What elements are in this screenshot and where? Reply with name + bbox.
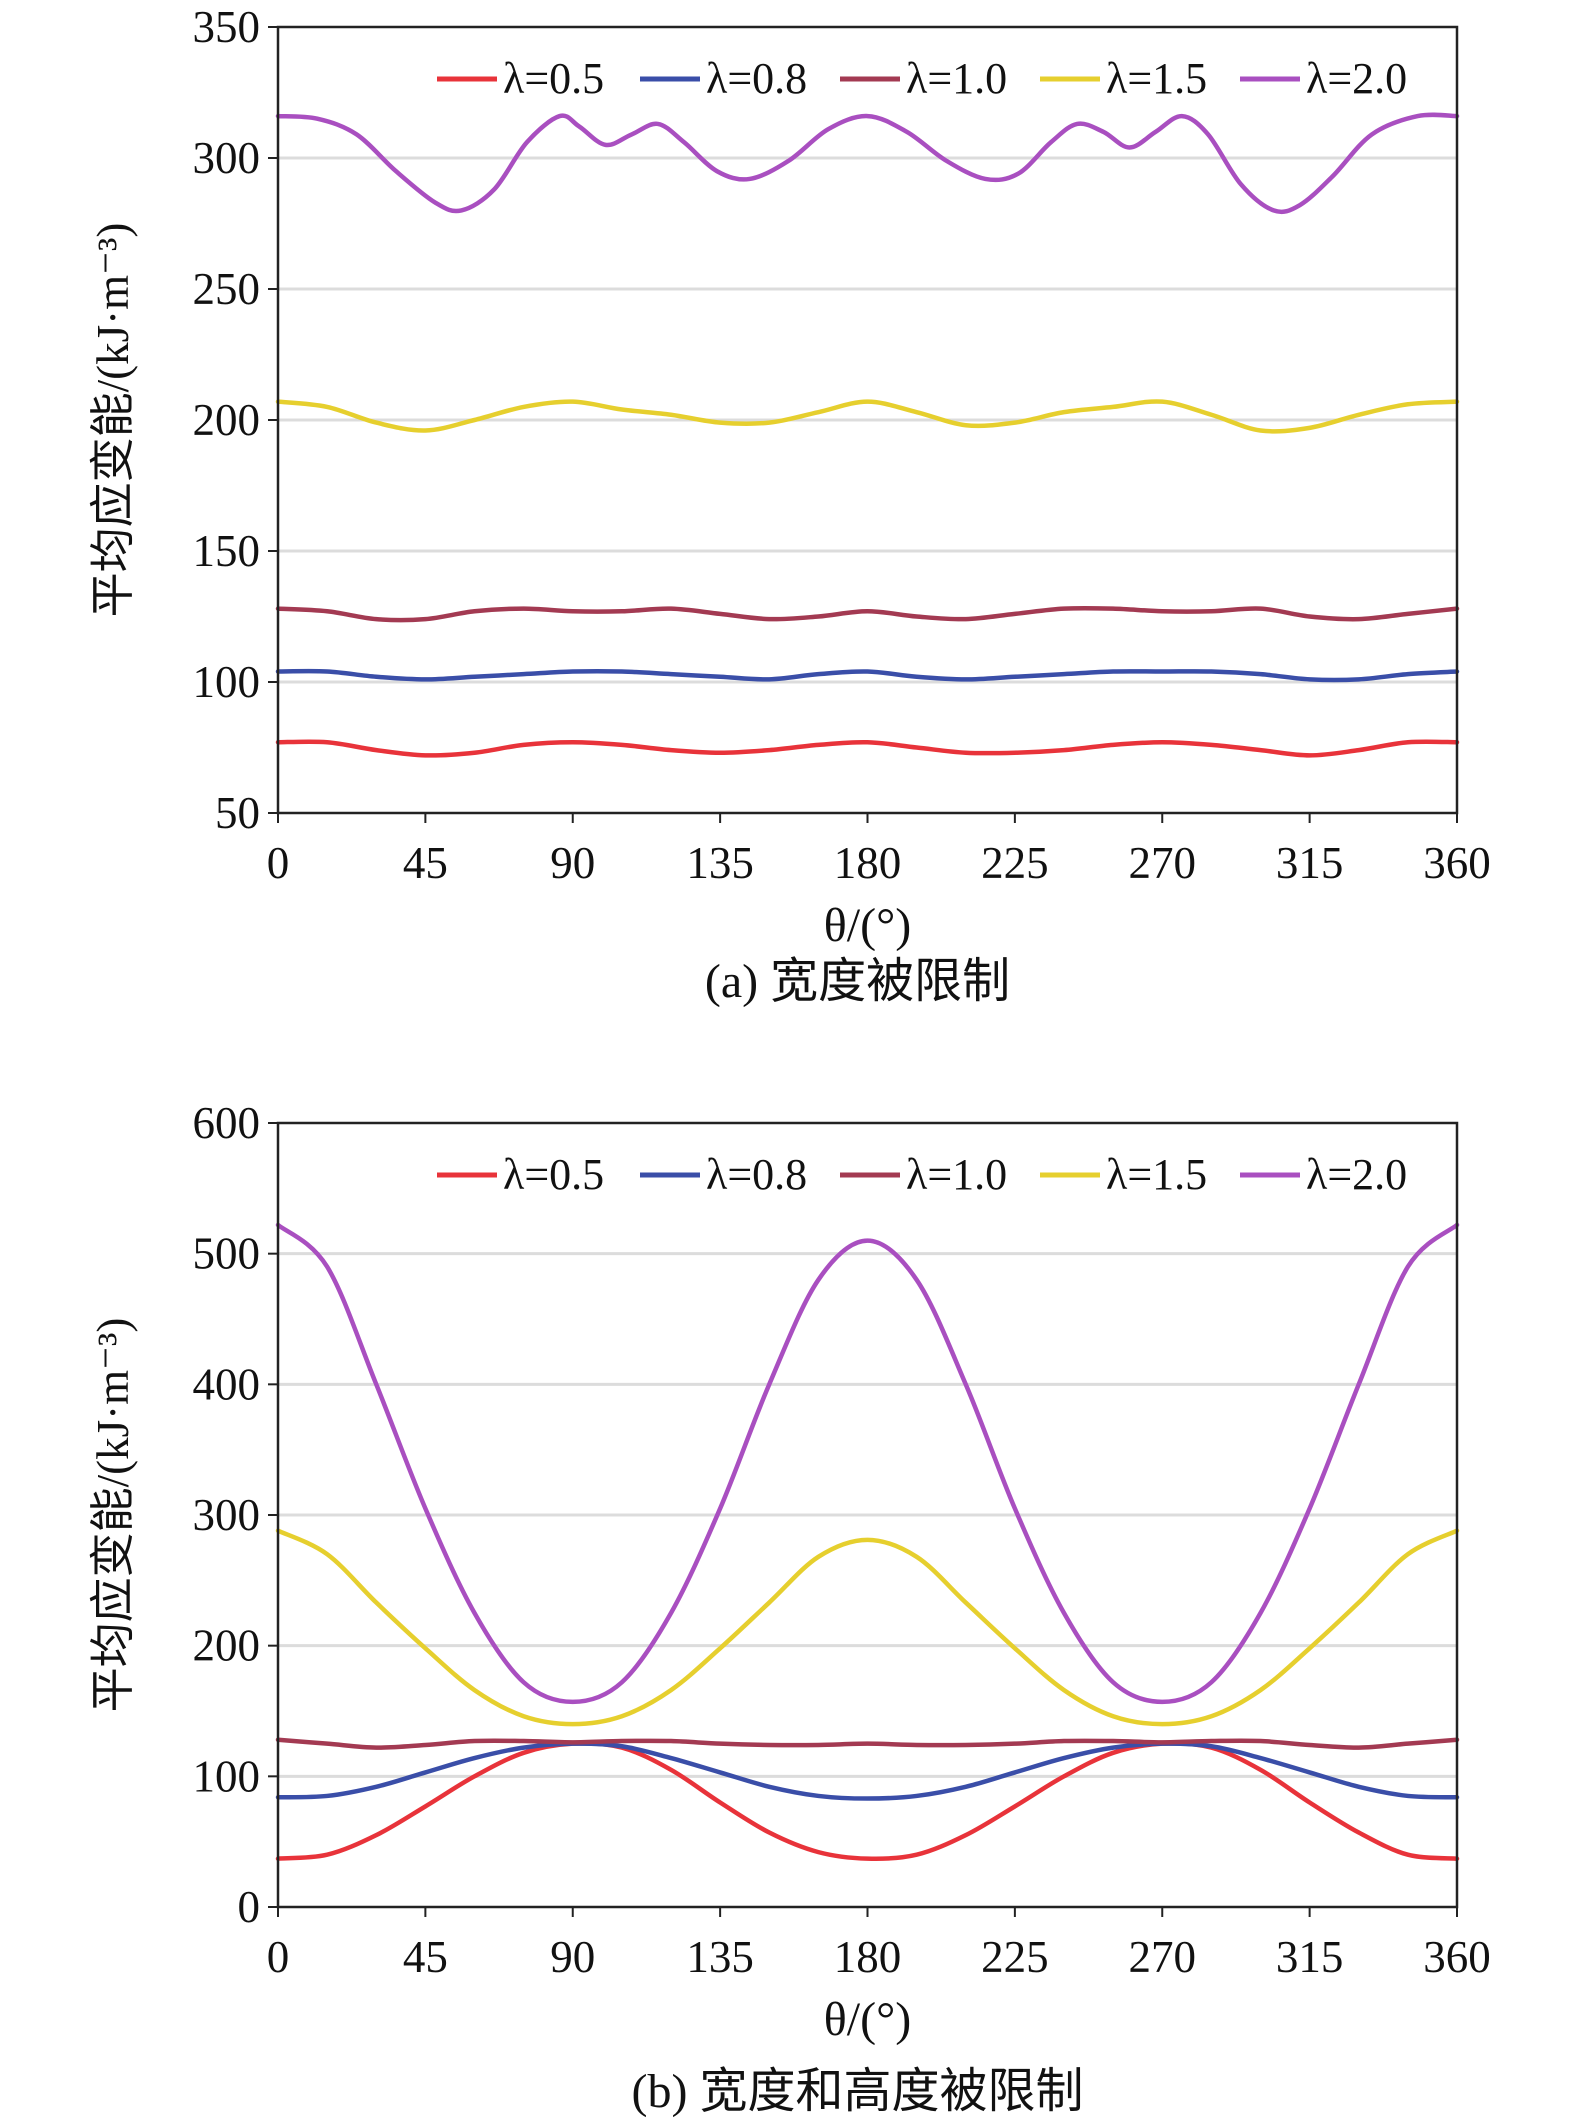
legend-label: λ=2.0 xyxy=(1306,54,1407,103)
series-line-λ=0.5 xyxy=(275,739,1460,758)
x-axis-label: θ/(°) xyxy=(824,1993,912,2046)
y-tick-label: 150 xyxy=(193,526,261,576)
x-tick-label: 90 xyxy=(550,838,595,888)
x-axis-label: θ/(°) xyxy=(824,899,912,952)
series-line-λ=2.0 xyxy=(275,1222,1460,1705)
legend-label: λ=0.8 xyxy=(706,54,807,103)
plot-frame xyxy=(276,1121,1459,1909)
x-tick-label: 360 xyxy=(1423,838,1491,888)
panel-caption: (a) 宽度被限制 xyxy=(705,955,1010,1008)
y-tick-label: 250 xyxy=(193,264,261,314)
x-tick-label: 225 xyxy=(981,1932,1049,1982)
y-tick-label: 100 xyxy=(193,657,261,707)
x-tick-label: 90 xyxy=(550,1932,595,1982)
x-tick-label: 45 xyxy=(403,838,448,888)
y-tick-label: 400 xyxy=(193,1359,261,1409)
y-tick-label: 50 xyxy=(215,788,260,838)
series-line-λ=1.5 xyxy=(275,1528,1460,1727)
legend-label: λ=1.5 xyxy=(1106,54,1207,103)
chart-panel-b: 0 100 200 300 400 500 600 0 45 90 135 180 225 270 315 3… xyxy=(88,1098,1491,2118)
x-tick-label: 45 xyxy=(403,1932,448,1982)
x-tick-label: 315 xyxy=(1276,838,1344,888)
y-tick-label: 500 xyxy=(193,1229,261,1279)
legend-label: λ=0.5 xyxy=(503,1150,604,1199)
legend-label: λ=1.0 xyxy=(906,54,1007,103)
y-tick-label: 100 xyxy=(193,1751,261,1801)
x-tick-label: 360 xyxy=(1423,1932,1491,1982)
x-tick-label: 225 xyxy=(981,838,1049,888)
x-tick-label: 270 xyxy=(1129,838,1197,888)
y-axis-label: 平均应变能/(kJ·m⁻³) xyxy=(88,223,138,618)
legend-label: λ=0.5 xyxy=(503,54,604,103)
legend-label: λ=1.0 xyxy=(906,1150,1007,1199)
panel-caption: (b) 宽度和高度被限制 xyxy=(632,2065,1084,2118)
series-line-λ=0.8 xyxy=(275,1741,1460,1801)
y-tick-label: 350 xyxy=(193,2,261,52)
x-tick-label: 270 xyxy=(1129,1932,1197,1982)
x-tick-label: 180 xyxy=(834,1932,902,1982)
series-line-λ=1.0 xyxy=(275,1737,1460,1750)
series-line-λ=2.0 xyxy=(275,112,1460,215)
legend-label: λ=0.8 xyxy=(706,1150,807,1199)
series-line-λ=1.0 xyxy=(275,605,1460,623)
series-line-λ=1.5 xyxy=(275,399,1460,434)
series-line-λ=0.5 xyxy=(275,1741,1460,1862)
x-tick-label: 0 xyxy=(267,838,290,888)
y-tick-label: 200 xyxy=(193,1621,261,1671)
x-tick-label: 0 xyxy=(267,1932,290,1982)
x-tick-label: 135 xyxy=(686,838,754,888)
legend-label: λ=2.0 xyxy=(1306,1150,1407,1199)
plot-frame xyxy=(276,25,1459,815)
x-tick-label: 135 xyxy=(686,1932,754,1982)
series-line-λ=0.8 xyxy=(275,668,1460,683)
chart-panel-a: 50 100 150 200 250 300 350 0 45 90 135 180 225 270 315… xyxy=(88,2,1491,1008)
legend-label: λ=1.5 xyxy=(1106,1150,1207,1199)
y-tick-label: 300 xyxy=(193,133,261,183)
y-tick-label: 200 xyxy=(193,395,261,445)
y-tick-label: 600 xyxy=(193,1098,261,1148)
y-tick-label: 300 xyxy=(193,1490,261,1540)
x-tick-label: 315 xyxy=(1276,1932,1344,1982)
x-tick-label: 180 xyxy=(834,838,902,888)
y-axis-label: 平均应变能/(kJ·m⁻³) xyxy=(88,1318,138,1713)
y-tick-label: 0 xyxy=(238,1882,261,1932)
